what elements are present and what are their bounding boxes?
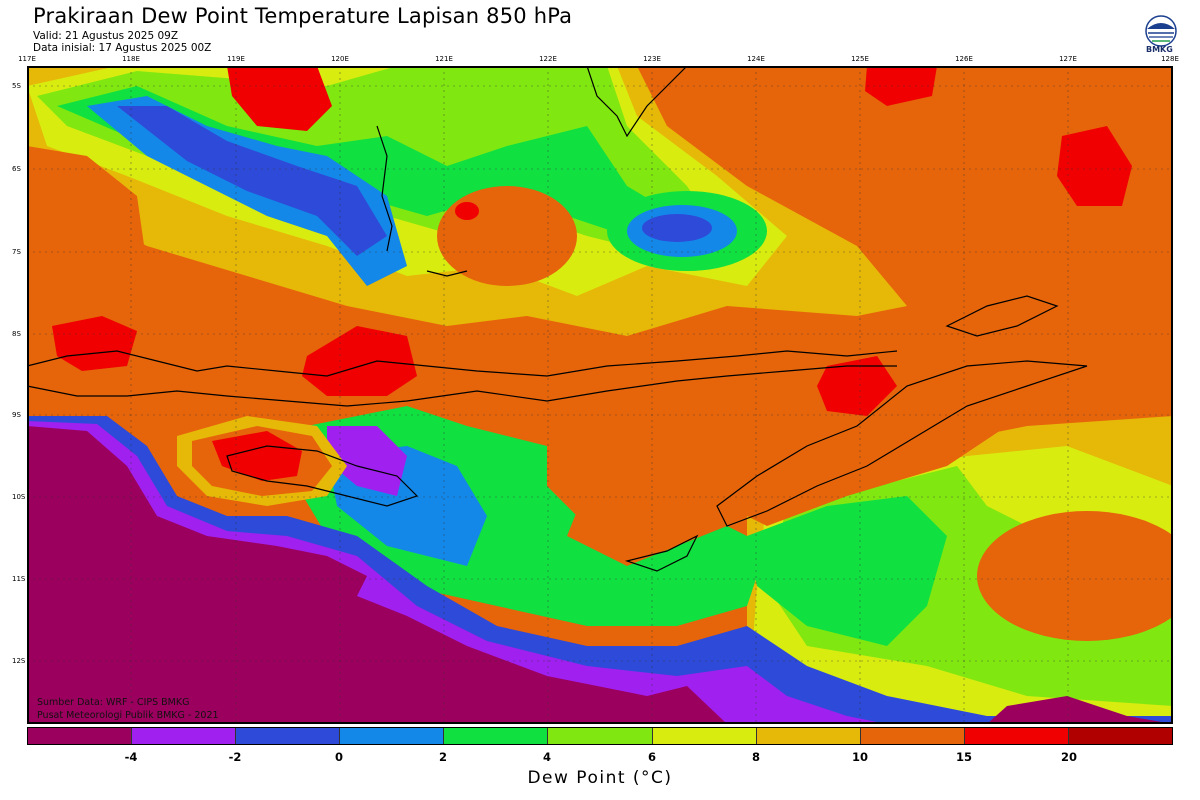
lat-label-5s: 5S: [12, 82, 21, 90]
lon-label-124e: 124E: [747, 55, 765, 63]
lon-label-119e: 119E: [227, 55, 245, 63]
colorbar-swatch-1: [28, 728, 133, 744]
colorbar-swatch-7: [652, 728, 757, 744]
colorbar-swatch-2: [132, 728, 237, 744]
bmkg-logo-icon: [1145, 15, 1177, 47]
lat-label-11s: 11S: [12, 575, 26, 583]
colorbar-tick-2: 2: [438, 750, 448, 764]
colorbar-tick-8: 8: [751, 750, 761, 764]
colorbar-swatch-6: [548, 728, 653, 744]
lon-label-123e: 123E: [643, 55, 661, 63]
colorbar-tick-15: 15: [955, 750, 973, 764]
valid-time: Valid: 21 Agustus 2025 09Z: [33, 30, 179, 42]
dew-point-map[interactable]: [27, 66, 1173, 724]
field-red-sumbawa: [302, 326, 417, 396]
colorbar-swatch-8: [756, 728, 861, 744]
lon-label-128e: 128E: [1161, 55, 1179, 63]
coast-lesser-sunda-north: [27, 350, 898, 377]
field-red-north-125e: [865, 66, 937, 106]
lat-label-7s: 7S: [12, 248, 21, 256]
lon-label-117e: 117E: [18, 55, 36, 63]
coast-lesser-sunda-south: [27, 365, 897, 407]
colorbar-swatch-11: [1068, 728, 1173, 744]
coast-rote: [624, 534, 699, 572]
field-dry-south: [27, 426, 727, 724]
field-orange-west: [27, 146, 147, 326]
lat-label-10s: 10S: [12, 493, 26, 501]
field-red-east-6s: [1057, 126, 1132, 206]
colorbar-tick-minus4: -4: [124, 750, 138, 764]
colorbar-swatch-5: [444, 728, 549, 744]
lon-label-126e: 126E: [955, 55, 973, 63]
coastlines: [27, 66, 1088, 572]
field-red-north-119e: [227, 66, 332, 131]
lat-label-6s: 6S: [12, 165, 21, 173]
coast-selayar: [376, 125, 393, 252]
colorbar-tick-minus2: -2: [228, 750, 242, 764]
lat-label-9s: 9S: [12, 411, 21, 419]
field-red-west-8s: [52, 316, 137, 371]
lat-label-8s: 8S: [12, 330, 21, 338]
lon-label-122e: 122E: [539, 55, 557, 63]
bmkg-logo-label: BMKG: [1146, 45, 1173, 54]
coast-wetar: [945, 295, 1059, 337]
map-title: Prakiraan Dew Point Temperature Lapisan …: [33, 4, 573, 28]
coast-islet-1: [426, 270, 468, 277]
lon-label-118e: 118E: [122, 55, 140, 63]
field-red-sumba: [212, 431, 302, 481]
field-red-spot-central: [455, 202, 479, 220]
dew-point-field: [27, 66, 1173, 724]
field-dry-southeast: [987, 696, 1173, 724]
initial-data-time: Data inisial: 17 Agustus 2025 00Z: [33, 42, 212, 54]
lon-label-125e: 125E: [851, 55, 869, 63]
lon-label-120e: 120E: [331, 55, 349, 63]
coast-sumba: [226, 445, 419, 507]
field-blue-east-pool: [642, 214, 712, 242]
colorbar-swatch-10: [964, 728, 1069, 744]
field-red-alor: [817, 356, 897, 416]
colorbar-title: Dew Point (°C): [527, 768, 673, 788]
field-green-southeast: [747, 496, 947, 646]
lat-label-12s: 12S: [12, 657, 26, 665]
lon-label-121e: 121E: [435, 55, 453, 63]
colorbar-swatch-4: [340, 728, 445, 744]
map-frame: [27, 66, 1173, 724]
field-orange-flores-timor: [547, 366, 1007, 536]
coast-buton: [586, 66, 688, 138]
center-credit: Pusat Meteorologi Publik BMKG - 2021: [37, 710, 219, 721]
field-blue-north: [117, 106, 387, 256]
field-orange-central-north: [437, 186, 577, 286]
colorbar-tick-6: 6: [647, 750, 657, 764]
field-orange-southeast: [977, 511, 1173, 641]
colorbar-tick-0: 0: [334, 750, 344, 764]
coast-timor: [716, 360, 1088, 527]
source-credit: Sumber Data: WRF - CIPS BMKG: [37, 697, 190, 708]
lon-label-127e: 127E: [1059, 55, 1077, 63]
colorbar-tick-4: 4: [542, 750, 552, 764]
lat-lon-grid: [27, 66, 1173, 724]
colorbar-swatch-3: [236, 728, 341, 744]
colorbar-tick-10: 10: [851, 750, 869, 764]
field-purple-sumba-north: [327, 426, 407, 496]
colorbar-tick-20: 20: [1060, 750, 1078, 764]
colorbar: [27, 727, 1173, 745]
colorbar-swatch-9: [860, 728, 965, 744]
